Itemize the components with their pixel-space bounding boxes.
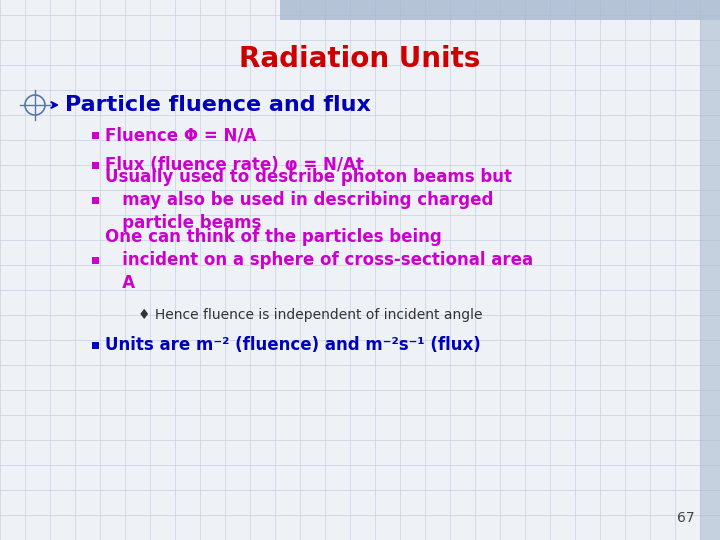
Bar (91, 197, 99, 204)
Bar (280, 0, 720, 20)
Bar (91, 341, 99, 348)
Text: Flux (fluence rate) φ = N/At: Flux (fluence rate) φ = N/At (105, 156, 364, 174)
Bar (91, 161, 99, 168)
Text: Fluence Φ = N/A: Fluence Φ = N/A (105, 126, 256, 144)
Text: One can think of the particles being
   incident on a sphere of cross-sectional : One can think of the particles being inc… (105, 228, 533, 292)
Text: Radiation Units: Radiation Units (239, 45, 481, 73)
Bar (91, 256, 99, 264)
Text: 67: 67 (678, 511, 695, 525)
Text: Particle fluence and flux: Particle fluence and flux (65, 95, 371, 115)
Bar (700, 20, 720, 540)
Text: Units are m⁻² (fluence) and m⁻²s⁻¹ (flux): Units are m⁻² (fluence) and m⁻²s⁻¹ (flux… (105, 336, 481, 354)
Text: Usually used to describe photon beams but
   may also be used in describing char: Usually used to describe photon beams bu… (105, 168, 512, 232)
Text: ♦ Hence fluence is independent of incident angle: ♦ Hence fluence is independent of incide… (138, 308, 482, 322)
Bar (91, 132, 99, 138)
